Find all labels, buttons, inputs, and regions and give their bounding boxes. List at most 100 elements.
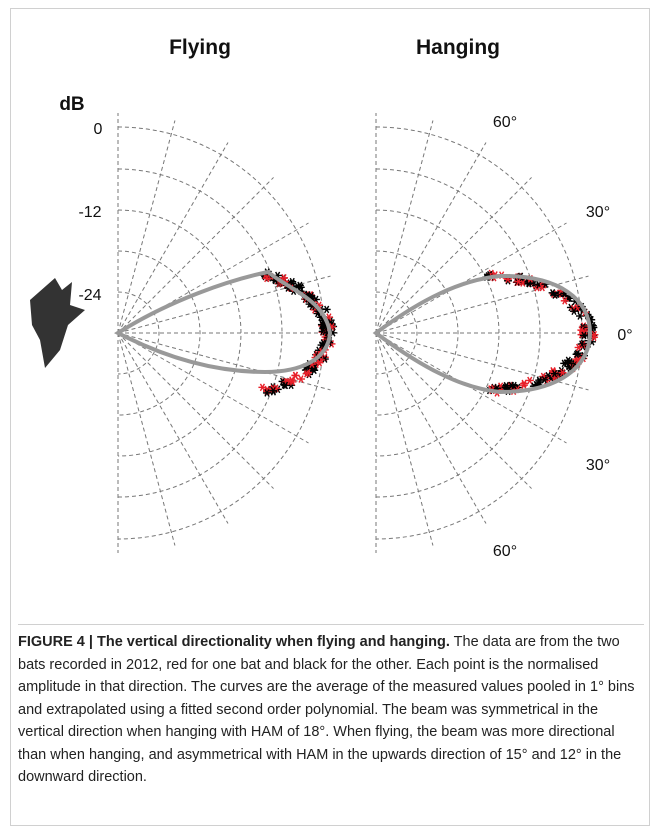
point-stroke xyxy=(328,340,335,348)
point xyxy=(281,381,290,390)
point-stroke xyxy=(571,307,577,316)
point-stroke xyxy=(282,381,289,390)
grid-spoke xyxy=(375,177,532,334)
point-stroke xyxy=(515,277,522,286)
point-stroke xyxy=(536,378,543,386)
point-stroke xyxy=(324,305,330,314)
caption-label: FIGURE 4 | The vertical directionality w… xyxy=(18,634,450,650)
figure: Flying Hanging dB 0 -12 -24 60° 30° 0° 3… xyxy=(30,36,633,560)
grid-ring xyxy=(375,250,459,416)
grid-spoke xyxy=(375,332,532,489)
grid-ring xyxy=(117,291,160,375)
grid-ring xyxy=(117,209,242,457)
point xyxy=(510,381,519,390)
point-stroke xyxy=(275,385,281,394)
point-stroke xyxy=(316,358,323,367)
point xyxy=(519,381,528,389)
point-stroke xyxy=(322,324,328,332)
grid-spoke xyxy=(117,142,229,334)
grid-spoke xyxy=(117,177,274,334)
point xyxy=(560,296,569,305)
point-stroke xyxy=(502,383,509,392)
grid-spoke xyxy=(375,332,487,524)
point xyxy=(565,358,574,366)
unit-label: dB xyxy=(59,94,84,115)
caption: FIGURE 4 | The vertical directionality w… xyxy=(18,624,644,789)
point xyxy=(514,277,523,286)
point-stroke xyxy=(551,369,558,378)
grid-spoke xyxy=(375,332,434,546)
point xyxy=(258,383,267,392)
panel-title: Hanging xyxy=(416,36,500,59)
grid-spoke xyxy=(375,332,567,444)
point-stroke xyxy=(576,343,582,352)
point-stroke xyxy=(311,366,317,375)
point xyxy=(544,371,553,380)
angle-tick: 30° xyxy=(586,457,610,474)
point-stroke xyxy=(527,376,533,385)
grid-spoke xyxy=(117,332,176,546)
grid-ring xyxy=(117,250,201,416)
point-stroke xyxy=(520,277,526,286)
point-stroke xyxy=(292,371,299,380)
point xyxy=(322,305,331,314)
point xyxy=(296,283,305,292)
point-stroke xyxy=(526,279,532,288)
point-stroke xyxy=(591,333,597,342)
point xyxy=(576,312,585,320)
point-stroke xyxy=(521,381,527,389)
point-stroke xyxy=(511,381,517,390)
point-stroke xyxy=(264,389,270,397)
point xyxy=(525,376,534,385)
polar-grid xyxy=(117,113,596,553)
point xyxy=(577,340,586,348)
point xyxy=(310,366,319,375)
point-stroke xyxy=(577,312,583,320)
point-stroke xyxy=(578,326,584,334)
angle-tick: 30° xyxy=(586,204,610,221)
point-stroke xyxy=(567,364,573,372)
point-stroke xyxy=(305,368,311,377)
grid-ring xyxy=(375,291,418,375)
point-stroke xyxy=(259,383,266,392)
point-stroke xyxy=(574,303,580,312)
point-stroke xyxy=(289,378,296,386)
point-stroke xyxy=(581,331,587,340)
point-stroke xyxy=(298,283,304,292)
point-stroke xyxy=(298,375,304,383)
grid-ring xyxy=(375,168,541,498)
point-stroke xyxy=(562,296,568,305)
figure-frame xyxy=(10,8,650,826)
bat-icon xyxy=(30,278,85,368)
grid-spoke xyxy=(117,332,331,391)
grid-ring xyxy=(117,168,283,498)
point xyxy=(291,371,300,380)
point-stroke xyxy=(575,356,581,365)
point xyxy=(572,350,581,359)
point-stroke xyxy=(579,340,585,348)
hanging-curve xyxy=(372,273,593,395)
point xyxy=(501,383,510,392)
point-stroke xyxy=(520,279,526,287)
point-stroke xyxy=(552,373,559,381)
flying-curve xyxy=(113,269,333,375)
point-stroke xyxy=(561,359,567,368)
point xyxy=(262,389,271,397)
grid-spoke xyxy=(117,120,176,334)
point xyxy=(262,274,271,283)
point-stroke xyxy=(322,355,328,363)
point-stroke xyxy=(540,372,547,381)
point xyxy=(269,386,278,395)
point xyxy=(560,359,569,368)
angle-tick: 60° xyxy=(493,543,517,560)
point-stroke xyxy=(270,386,276,395)
point xyxy=(535,378,544,386)
caption-text: The data are from the two bats recorded … xyxy=(18,634,635,785)
radial-tick: -12 xyxy=(78,204,101,221)
panel-title: Flying xyxy=(169,36,231,59)
point-stroke xyxy=(559,368,566,377)
grid-spoke xyxy=(117,332,274,489)
point xyxy=(569,307,578,316)
grid-spoke xyxy=(117,332,309,444)
